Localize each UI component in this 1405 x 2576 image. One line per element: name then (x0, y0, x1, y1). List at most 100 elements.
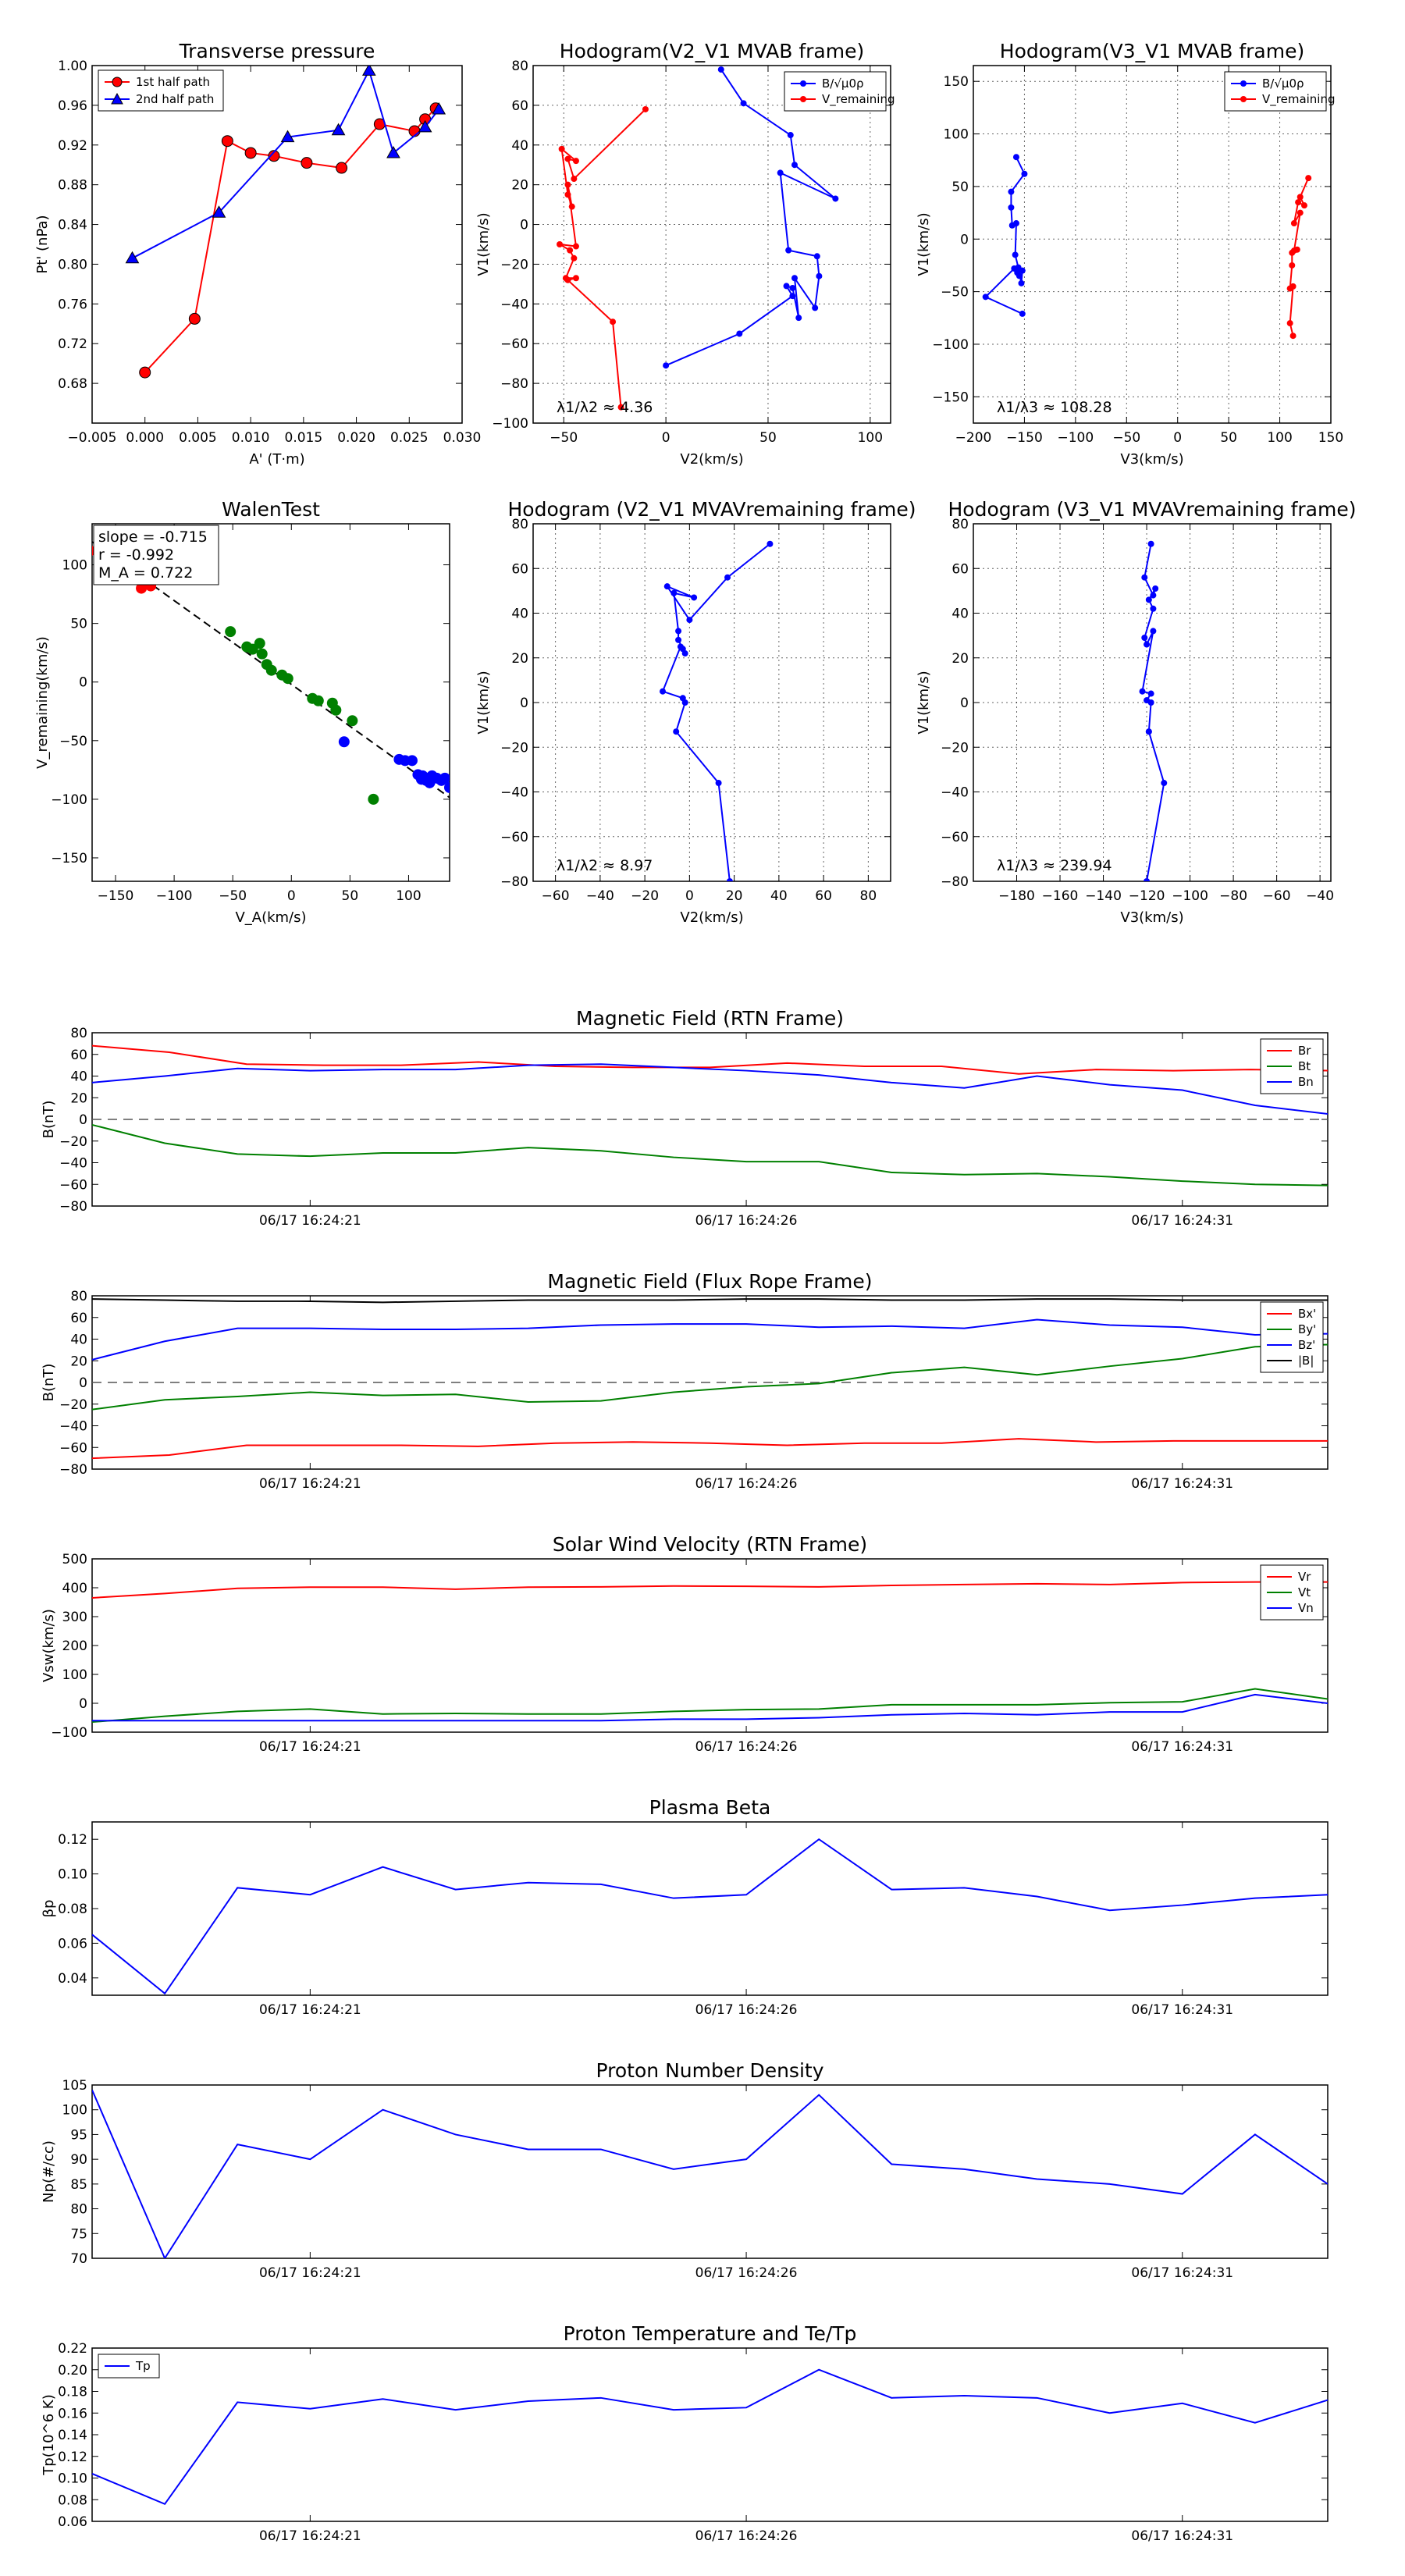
y-tick-label: −20 (59, 1134, 87, 1150)
y-tick-label: −40 (59, 1156, 87, 1172)
data-point (785, 247, 792, 254)
x-tick-label: 06/17 16:24:21 (259, 1739, 361, 1755)
y-tick-label: 40 (70, 1332, 87, 1348)
data-point (1018, 279, 1025, 286)
chart-8: Solar Wind Velocity (RTN Frame) 06/17 16:… (41, 1533, 1329, 1755)
x-tick-label: 06/17 16:24:26 (695, 1476, 798, 1492)
legend-label: Bz' (1298, 1338, 1315, 1352)
y-tick-label: −100 (492, 416, 528, 432)
x-tick-label: −160 (1042, 888, 1079, 904)
x-tick-label: −140 (1085, 888, 1122, 904)
y-tick-label: 0 (79, 1696, 87, 1712)
eigenvalue-ratio: λ1/λ2 ≈ 8.97 (557, 857, 653, 874)
data-point-green (368, 793, 379, 805)
x-tick-label: 80 (860, 888, 877, 904)
stats-text: r = -0.992 (98, 546, 174, 564)
stats-text: M_A = 0.722 (98, 564, 193, 582)
data-point (1305, 175, 1312, 182)
x-axis-label: V_A(km/s) (235, 909, 306, 926)
x-tick-label: 06/17 16:24:26 (695, 1739, 798, 1755)
series-line-Bz' (92, 1318, 1328, 1361)
y-tick-label: 150 (944, 74, 969, 90)
x-tick-label: −50 (219, 888, 247, 904)
y-tick-label: −80 (500, 874, 528, 890)
x-tick-label: 06/17 16:24:21 (259, 1476, 361, 1492)
series-line-V (661, 543, 771, 881)
y-axis-label: Np(#/cc) (41, 2140, 57, 2203)
data-point (617, 404, 624, 411)
y-tick-label: −150 (51, 851, 87, 866)
data-point-green (282, 673, 293, 685)
plot-frame (91, 2347, 1329, 2522)
chart-6: Magnetic Field (RTN Frame) 06/17 16:24:21… (41, 1007, 1329, 1229)
y-tick-label: 0.16 (58, 2406, 87, 2421)
x-tick-label: 100 (1267, 430, 1292, 446)
data-point (681, 650, 688, 657)
series-line-By' (92, 1343, 1328, 1411)
legend-marker (800, 96, 806, 102)
data-point (1145, 596, 1152, 603)
data-point-green (347, 715, 358, 727)
y-tick-label: 0.12 (58, 2450, 87, 2465)
plot-area (557, 66, 839, 411)
y-tick-label: 40 (951, 607, 969, 622)
data-point (572, 243, 579, 250)
data-point (386, 145, 400, 158)
x-tick-label: −20 (631, 888, 659, 904)
data-point (1150, 605, 1157, 612)
data-point (418, 119, 432, 133)
y-tick-label: 40 (511, 607, 528, 622)
data-point (244, 147, 257, 159)
y-tick-label: 0.92 (58, 138, 87, 154)
data-point (663, 583, 670, 590)
plot-frame (91, 2084, 1329, 2259)
x-tick-label: 06/17 16:24:26 (695, 1213, 798, 1229)
x-tick-label: 06/17 16:24:31 (1131, 2528, 1233, 2544)
chart-1: Hodogram(V2_V1 MVAB frame) −50 0 50 100 −100 −… (475, 40, 895, 468)
y-tick-label: 40 (511, 138, 528, 154)
y-tick-label: 80 (70, 1026, 87, 1041)
data-point-blue (439, 772, 450, 784)
data-point (1019, 267, 1026, 274)
data-point (1289, 249, 1296, 256)
chart-title: Magnetic Field (RTN Frame) (576, 1007, 844, 1030)
x-tick-label: 0.030 (443, 430, 482, 446)
y-tick-label: 85 (70, 2177, 87, 2193)
y-tick-label: 0.96 (58, 98, 87, 114)
x-tick-label: 0.015 (285, 430, 323, 446)
stats-text: slope = -0.715 (98, 528, 208, 546)
data-point (1012, 251, 1019, 258)
plot-area (1139, 540, 1168, 881)
data-point (795, 315, 802, 322)
chart-title: Transverse pressure (179, 40, 375, 62)
y-tick-label: 80 (70, 1289, 87, 1304)
chart-9: Plasma Beta 06/17 16:24:21 06/17 16:24:26 0… (41, 1796, 1329, 2018)
y-axis-label: V1(km/s) (916, 212, 932, 276)
data-point (715, 780, 722, 787)
legend-label: B/√μ0ρ (1262, 76, 1304, 91)
x-tick-label: −80 (1219, 888, 1247, 904)
x-tick-label: 0 (287, 888, 296, 904)
y-tick-label: 0.04 (58, 1971, 87, 1987)
y-tick-label: 1.00 (58, 59, 87, 74)
series-line-Vn (92, 1693, 1328, 1722)
data-point-green (265, 664, 277, 676)
legend-marker (1240, 80, 1247, 87)
y-tick-label: −100 (51, 1725, 87, 1741)
y-tick-label: 0 (960, 696, 969, 711)
y-tick-label: 105 (62, 2078, 87, 2094)
y-tick-label: 0 (79, 1112, 87, 1128)
y-tick-label: 80 (951, 517, 969, 532)
x-axis-label: V3(km/s) (1120, 451, 1183, 468)
data-point (1289, 262, 1296, 269)
x-tick-label: 06/17 16:24:31 (1131, 1739, 1233, 1755)
plot-frame (532, 65, 891, 424)
plot-area (125, 66, 446, 379)
y-tick-label: −150 (932, 390, 969, 405)
x-tick-label: 0.025 (390, 430, 429, 446)
data-point (1139, 688, 1146, 695)
chart-title: Hodogram (V3_V1 MVAVremaining frame) (948, 498, 1357, 521)
legend-label: 2nd half path (136, 92, 214, 106)
data-point (686, 617, 693, 624)
legend-label: 1st half path (136, 75, 210, 89)
